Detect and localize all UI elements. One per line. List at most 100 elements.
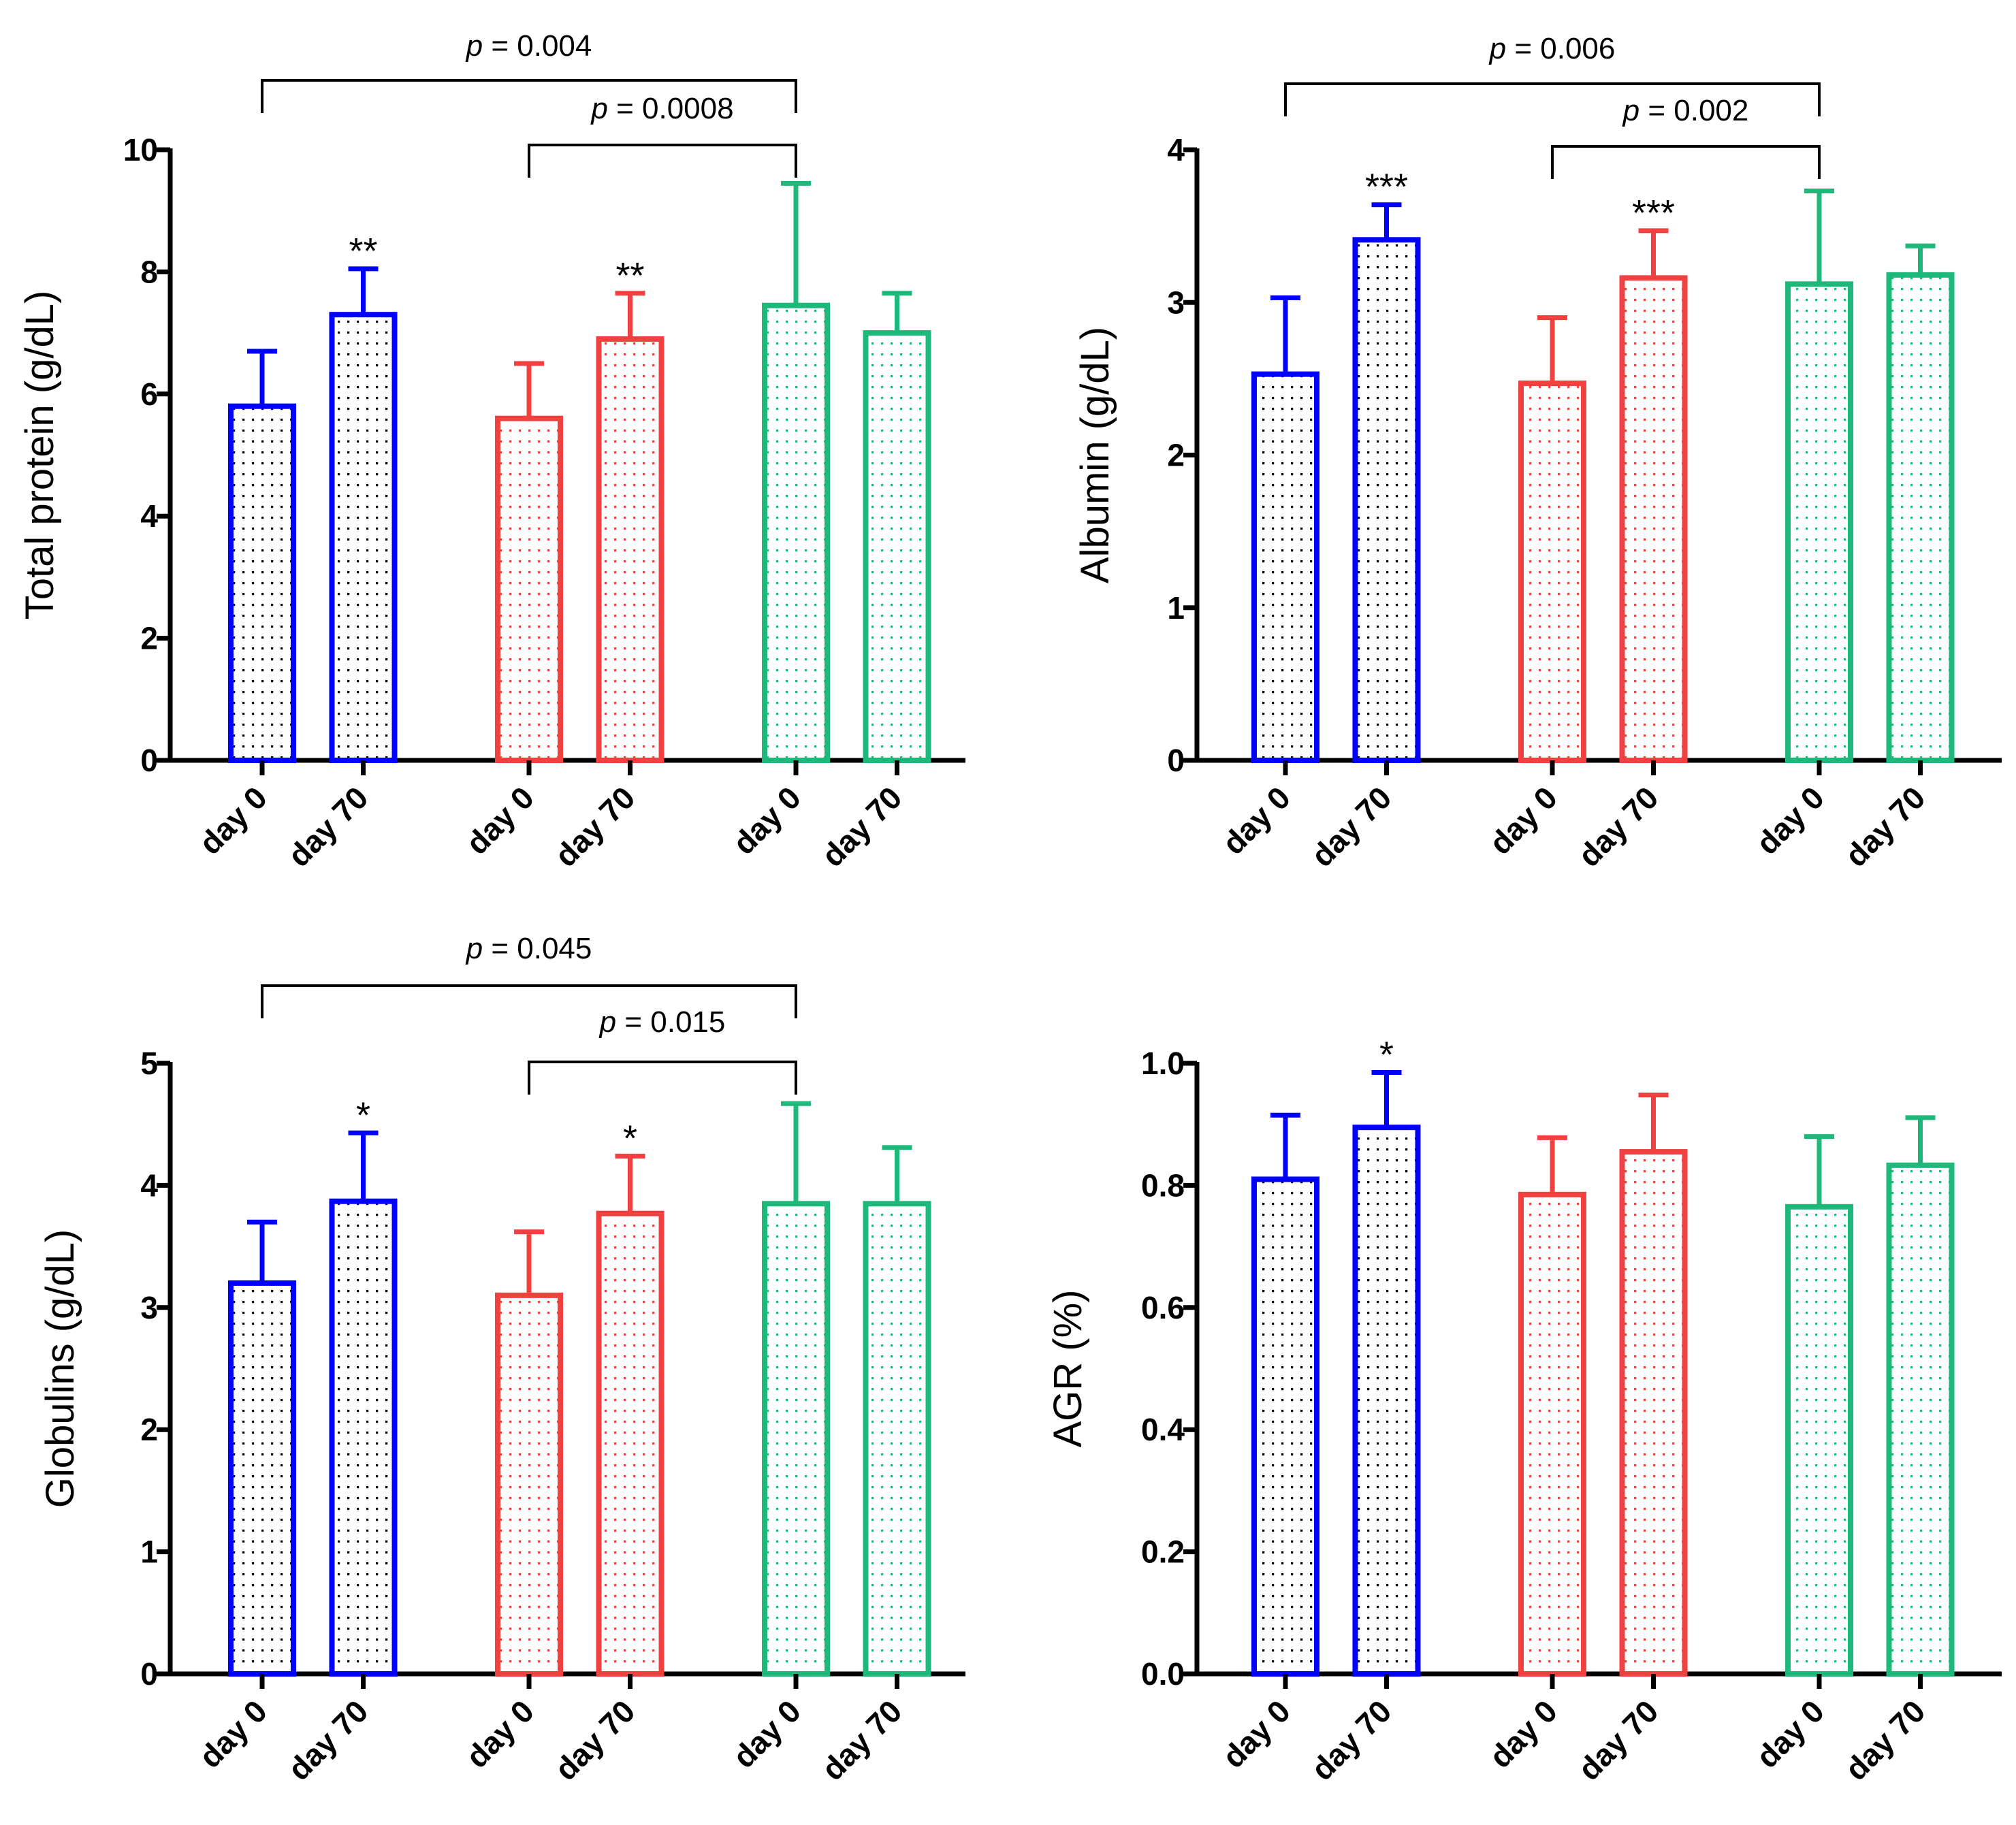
y-axis-label: Globulins (g/dL) bbox=[38, 1229, 82, 1508]
p-value: = 0.006 bbox=[1506, 32, 1615, 65]
x-tick-label: day 70 bbox=[1305, 779, 1398, 873]
bar bbox=[1352, 237, 1421, 763]
significance-label: ** bbox=[349, 231, 377, 272]
bar bbox=[762, 302, 830, 763]
y-tick-label: 0.0 bbox=[1141, 1656, 1185, 1692]
x-tick-label: day 0 bbox=[1215, 779, 1297, 861]
p-value: = 0.004 bbox=[483, 29, 592, 63]
x-tick-label: day 70 bbox=[548, 1693, 642, 1787]
y-tick-label: 1 bbox=[140, 1534, 158, 1570]
bar bbox=[1619, 275, 1688, 763]
p-value: = 0.002 bbox=[1639, 94, 1748, 127]
p-value-label: p = 0.004 bbox=[465, 29, 592, 63]
x-tick-label: day 70 bbox=[815, 1693, 909, 1787]
bar bbox=[1886, 272, 1955, 763]
y-tick-label: 8 bbox=[140, 254, 158, 289]
significance-label: ** bbox=[615, 255, 644, 296]
y-tick-label: 0.6 bbox=[1141, 1290, 1185, 1325]
x-tick-label: day 70 bbox=[281, 779, 375, 873]
y-tick-label: 2 bbox=[140, 621, 158, 656]
p-symbol: p bbox=[598, 1005, 616, 1039]
p-symbol: p bbox=[1622, 94, 1639, 127]
y-tick-label: 0.8 bbox=[1141, 1167, 1185, 1203]
bar bbox=[329, 312, 398, 763]
y-tick-label: 3 bbox=[1167, 285, 1185, 320]
bar bbox=[1785, 281, 1853, 763]
x-tick-label: day 0 bbox=[459, 1693, 541, 1775]
p-symbol: p bbox=[465, 29, 483, 63]
significance-label: * bbox=[356, 1095, 370, 1135]
p-value: = 0.0008 bbox=[608, 92, 734, 125]
bar bbox=[863, 330, 931, 764]
significance-label: * bbox=[623, 1118, 637, 1159]
x-tick-label: day 70 bbox=[1571, 1693, 1665, 1787]
p-symbol: p bbox=[590, 92, 607, 125]
bar bbox=[1251, 371, 1319, 763]
bar bbox=[1251, 1176, 1319, 1677]
y-tick-label: 0.2 bbox=[1141, 1534, 1185, 1570]
comparison-bracket bbox=[1284, 82, 1821, 116]
y-tick-label: 0 bbox=[140, 1656, 158, 1692]
x-tick-label: day 70 bbox=[1838, 779, 1932, 873]
x-tick-label: day 70 bbox=[815, 779, 909, 873]
p-symbol: p bbox=[465, 932, 483, 965]
bar bbox=[596, 1210, 665, 1677]
x-tick-label: day 0 bbox=[1749, 1693, 1831, 1775]
x-tick-label: day 0 bbox=[1215, 1693, 1297, 1775]
p-value-label: p = 0.0008 bbox=[590, 92, 733, 125]
y-tick-label: 5 bbox=[140, 1046, 158, 1081]
x-tick-label: day 0 bbox=[1749, 779, 1831, 861]
bar bbox=[495, 1292, 563, 1677]
y-tick-label: 2 bbox=[140, 1412, 158, 1447]
bar bbox=[495, 415, 563, 763]
y-tick-label: 0.4 bbox=[1141, 1412, 1185, 1447]
y-tick-label: 10 bbox=[123, 132, 158, 167]
p-value-label: p = 0.015 bbox=[598, 1005, 726, 1039]
p-value-label: p = 0.045 bbox=[465, 932, 592, 965]
bar bbox=[1518, 1191, 1586, 1677]
significance-label: *** bbox=[1632, 193, 1675, 233]
bar bbox=[228, 1280, 296, 1677]
x-tick-label: day 70 bbox=[1838, 1693, 1932, 1787]
bar bbox=[1518, 381, 1586, 763]
significance-label: *** bbox=[1365, 167, 1408, 208]
comparison-bracket bbox=[528, 144, 797, 178]
y-axis-label: Total protein (g/dL) bbox=[18, 291, 62, 620]
comparison-bracket bbox=[261, 79, 797, 113]
p-symbol: p bbox=[1488, 32, 1506, 65]
bar bbox=[1352, 1125, 1421, 1677]
y-tick-label: 0 bbox=[1167, 743, 1185, 778]
bar bbox=[762, 1201, 830, 1677]
y-tick-label: 4 bbox=[140, 1167, 158, 1203]
bar bbox=[329, 1198, 398, 1677]
x-tick-label: day 0 bbox=[726, 779, 807, 861]
comparison-bracket bbox=[261, 984, 797, 1018]
y-axis-label: Albumin (g/dL) bbox=[1073, 327, 1117, 583]
y-tick-label: 4 bbox=[140, 498, 158, 534]
x-tick-label: day 70 bbox=[1305, 1693, 1398, 1787]
y-axis-label: AGR (%) bbox=[1046, 1290, 1090, 1448]
y-tick-label: 1.0 bbox=[1141, 1046, 1185, 1081]
bar bbox=[863, 1201, 931, 1677]
x-tick-label: day 0 bbox=[726, 1693, 807, 1775]
bar bbox=[596, 336, 665, 763]
bar bbox=[1785, 1204, 1853, 1677]
x-tick-label: day 70 bbox=[281, 1693, 375, 1787]
x-tick-label: day 0 bbox=[192, 779, 274, 861]
x-tick-label: day 0 bbox=[1482, 1693, 1564, 1775]
x-tick-label: day 0 bbox=[192, 1693, 274, 1775]
y-tick-label: 0 bbox=[140, 743, 158, 778]
y-tick-label: 2 bbox=[1167, 438, 1185, 473]
x-tick-label: day 70 bbox=[548, 779, 642, 873]
comparison-bracket bbox=[528, 1061, 797, 1095]
y-tick-label: 3 bbox=[140, 1290, 158, 1325]
comparison-bracket bbox=[1551, 145, 1821, 179]
x-tick-label: day 70 bbox=[1571, 779, 1665, 873]
p-value: = 0.045 bbox=[483, 932, 592, 965]
